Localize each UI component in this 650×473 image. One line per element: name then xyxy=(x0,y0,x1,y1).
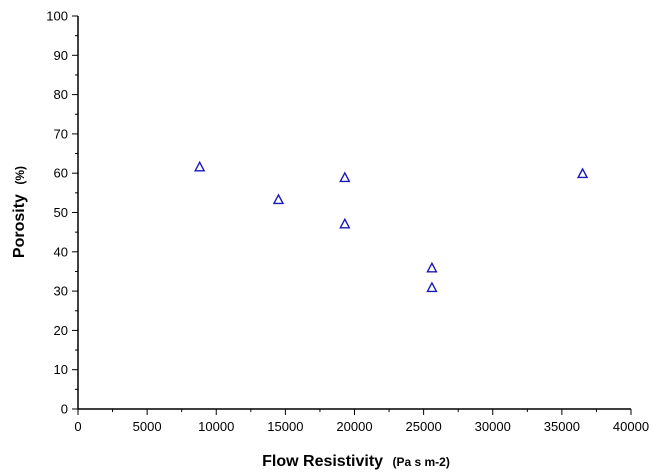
y-tick-label: 0 xyxy=(61,402,68,417)
x-axis-ticks: 0 5000 10000 15000 20000 25000 30000 35000 40000 xyxy=(74,409,649,434)
y-tick-label: 80 xyxy=(54,87,68,102)
x-tick-label: 35000 xyxy=(544,419,580,434)
y-tick-label: 40 xyxy=(54,244,68,259)
x-tick-label: 25000 xyxy=(406,419,442,434)
y-axis-title-unit: (%) xyxy=(13,166,27,185)
x-tick-label: 20000 xyxy=(336,419,372,434)
y-tick-label: 70 xyxy=(54,126,68,141)
y-axis-title: Porosity (%) xyxy=(11,166,28,258)
data-point xyxy=(576,167,589,179)
x-axis-title-main: Flow Resistivity xyxy=(262,453,383,470)
x-tick-label: 30000 xyxy=(475,419,511,434)
axes xyxy=(77,16,631,410)
y-axis-ticks: 0 10 20 30 40 50 60 70 80 90 100 xyxy=(46,9,78,417)
data-point xyxy=(339,171,351,183)
data-point xyxy=(339,217,351,229)
y-tick-label: 50 xyxy=(54,205,68,220)
data-point xyxy=(426,261,438,273)
x-tick-label: 15000 xyxy=(267,419,303,434)
y-tick-label: 100 xyxy=(46,9,68,24)
x-tick-label: 0 xyxy=(74,419,81,434)
y-axis-title-main: Porosity xyxy=(11,194,28,258)
y-tick-label: 30 xyxy=(54,284,68,299)
x-tick-label: 5000 xyxy=(133,419,162,434)
x-axis-title: Flow Resistivity (Pa s m-2) xyxy=(262,453,450,470)
data-point xyxy=(193,160,206,172)
y-tick-label: 20 xyxy=(54,323,68,338)
x-axis-title-unit: (Pa s m-2) xyxy=(393,455,450,469)
x-tick-label: 10000 xyxy=(198,419,234,434)
y-tick-label: 60 xyxy=(54,166,68,181)
data-point xyxy=(426,281,438,293)
data-points xyxy=(193,160,589,293)
x-tick-label: 40000 xyxy=(613,419,649,434)
data-point xyxy=(272,193,285,205)
y-tick-label: 10 xyxy=(54,362,68,377)
y-tick-label: 90 xyxy=(54,48,68,63)
